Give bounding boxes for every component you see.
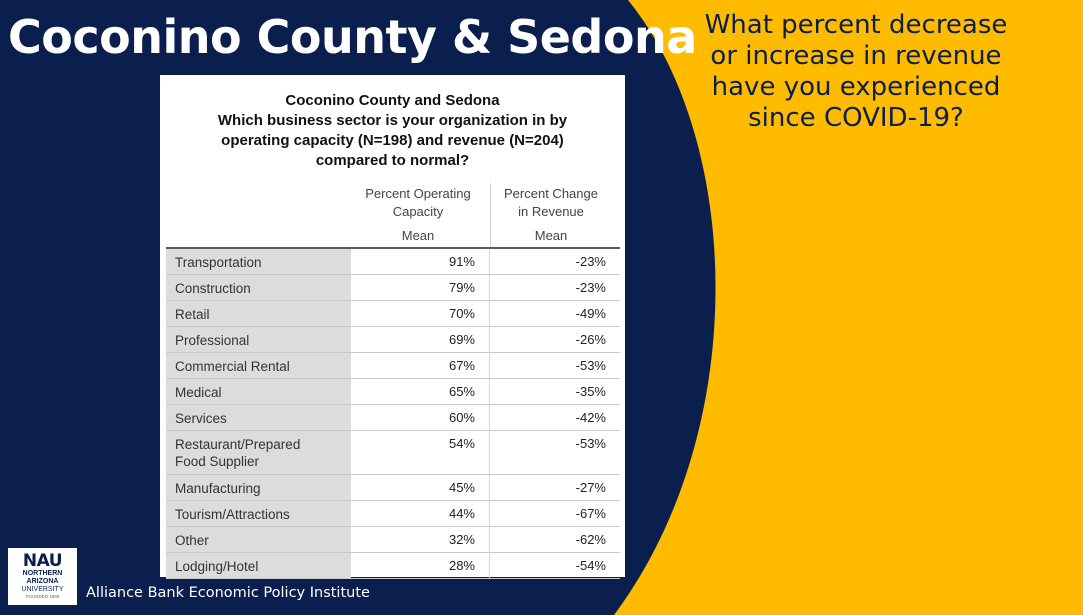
capacity-value: 70% (351, 301, 490, 326)
table-row: Transportation 91% -23% (166, 249, 620, 275)
revenue-value: -53% (575, 436, 606, 451)
table-row: Restaurant/Prepared Food Supplier 54% -53% (166, 431, 620, 475)
logo-line: NORTHERN (22, 570, 63, 577)
revenue-value: -54% (575, 558, 606, 573)
logo-line: FOUNDED 1899 (25, 594, 60, 599)
header-rule (166, 247, 620, 249)
capacity-value: 60% (351, 405, 490, 430)
table-title-line: operating capacity (N=198) and revenue (… (221, 132, 564, 149)
table-row: Lodging/Hotel 28% -54% (166, 553, 620, 579)
sector-label: Retail (166, 301, 351, 326)
revenue-value: -26% (575, 332, 606, 347)
survey-question: What percent decrease or increase in rev… (704, 10, 1008, 133)
revenue-value: -53% (575, 358, 606, 373)
capacity-value: 69% (351, 327, 490, 352)
table-row: Commercial Rental 67% -53% (166, 353, 620, 379)
table-title-line: compared to normal? (315, 152, 470, 169)
capacity-value: 44% (351, 501, 490, 526)
sector-label: Lodging/Hotel (166, 553, 351, 578)
revenue-value: -23% (575, 254, 606, 269)
sector-label: Services (166, 405, 351, 430)
results-table: Coconino County and Sedona Which busines… (160, 75, 625, 579)
table-title: Coconino County and Sedona Which busines… (160, 91, 625, 171)
capacity-value: 91% (351, 249, 490, 274)
logo-letters: NAU (22, 551, 63, 571)
table-row: Tourism/Attractions 44% -67% (166, 501, 620, 527)
sector-label: Restaurant/Prepared Food Supplier (166, 431, 351, 474)
logo-line: ARIZONA (26, 578, 59, 585)
sector-label: Transportation (166, 249, 351, 274)
header-divider (490, 183, 491, 247)
capacity-value: 54% (351, 431, 490, 474)
revenue-value: -67% (575, 506, 606, 521)
revenue-value: -42% (575, 410, 606, 425)
table-title-line: Which business sector is your organizati… (217, 112, 568, 129)
table-row: Manufacturing 45% -27% (166, 475, 620, 501)
sector-label: Professional (166, 327, 351, 352)
table-row: Other 32% -62% (166, 527, 620, 553)
revenue-value: -27% (575, 480, 606, 495)
capacity-value: 32% (351, 527, 490, 552)
sector-label: Construction (166, 275, 351, 300)
table-title-line: Coconino County and Sedona (285, 92, 500, 109)
capacity-value: 28% (351, 553, 490, 578)
column-subheader-capacity: Mean (401, 228, 435, 243)
column-header-revenue: Percent Change in Revenue (504, 186, 598, 219)
revenue-value: -23% (575, 280, 606, 295)
sector-label: Tourism/Attractions (166, 501, 351, 526)
revenue-value: -49% (575, 306, 606, 321)
sector-label: Other (166, 527, 351, 552)
institute-name: Alliance Bank Economic Policy Institute (86, 585, 370, 601)
table-row: Professional 69% -26% (166, 327, 620, 353)
table-row: Services 60% -42% (166, 405, 620, 431)
nau-logo: NAU NORTHERN ARIZONA UNIVERSITY FOUNDED … (8, 548, 77, 605)
table-row: Medical 65% -35% (166, 379, 620, 405)
capacity-value: 65% (351, 379, 490, 404)
table-row: Construction 79% -23% (166, 275, 620, 301)
slide-title: Coconino County & Sedona (8, 10, 697, 64)
column-header-capacity: Percent Operating Capacity (365, 186, 471, 219)
logo-line: UNIVERSITY (21, 586, 64, 593)
sector-label: Commercial Rental (166, 353, 351, 378)
table-body: Transportation 91% -23% Construction 79% -23%… (166, 249, 620, 579)
column-subheader-revenue: Mean (534, 228, 568, 243)
capacity-value: 79% (351, 275, 490, 300)
capacity-value: 45% (351, 475, 490, 500)
sector-label: Medical (166, 379, 351, 404)
capacity-value: 67% (351, 353, 490, 378)
table-row: Retail 70% -49% (166, 301, 620, 327)
revenue-value: -62% (575, 532, 606, 547)
sector-label: Manufacturing (166, 475, 351, 500)
revenue-value: -35% (575, 384, 606, 399)
